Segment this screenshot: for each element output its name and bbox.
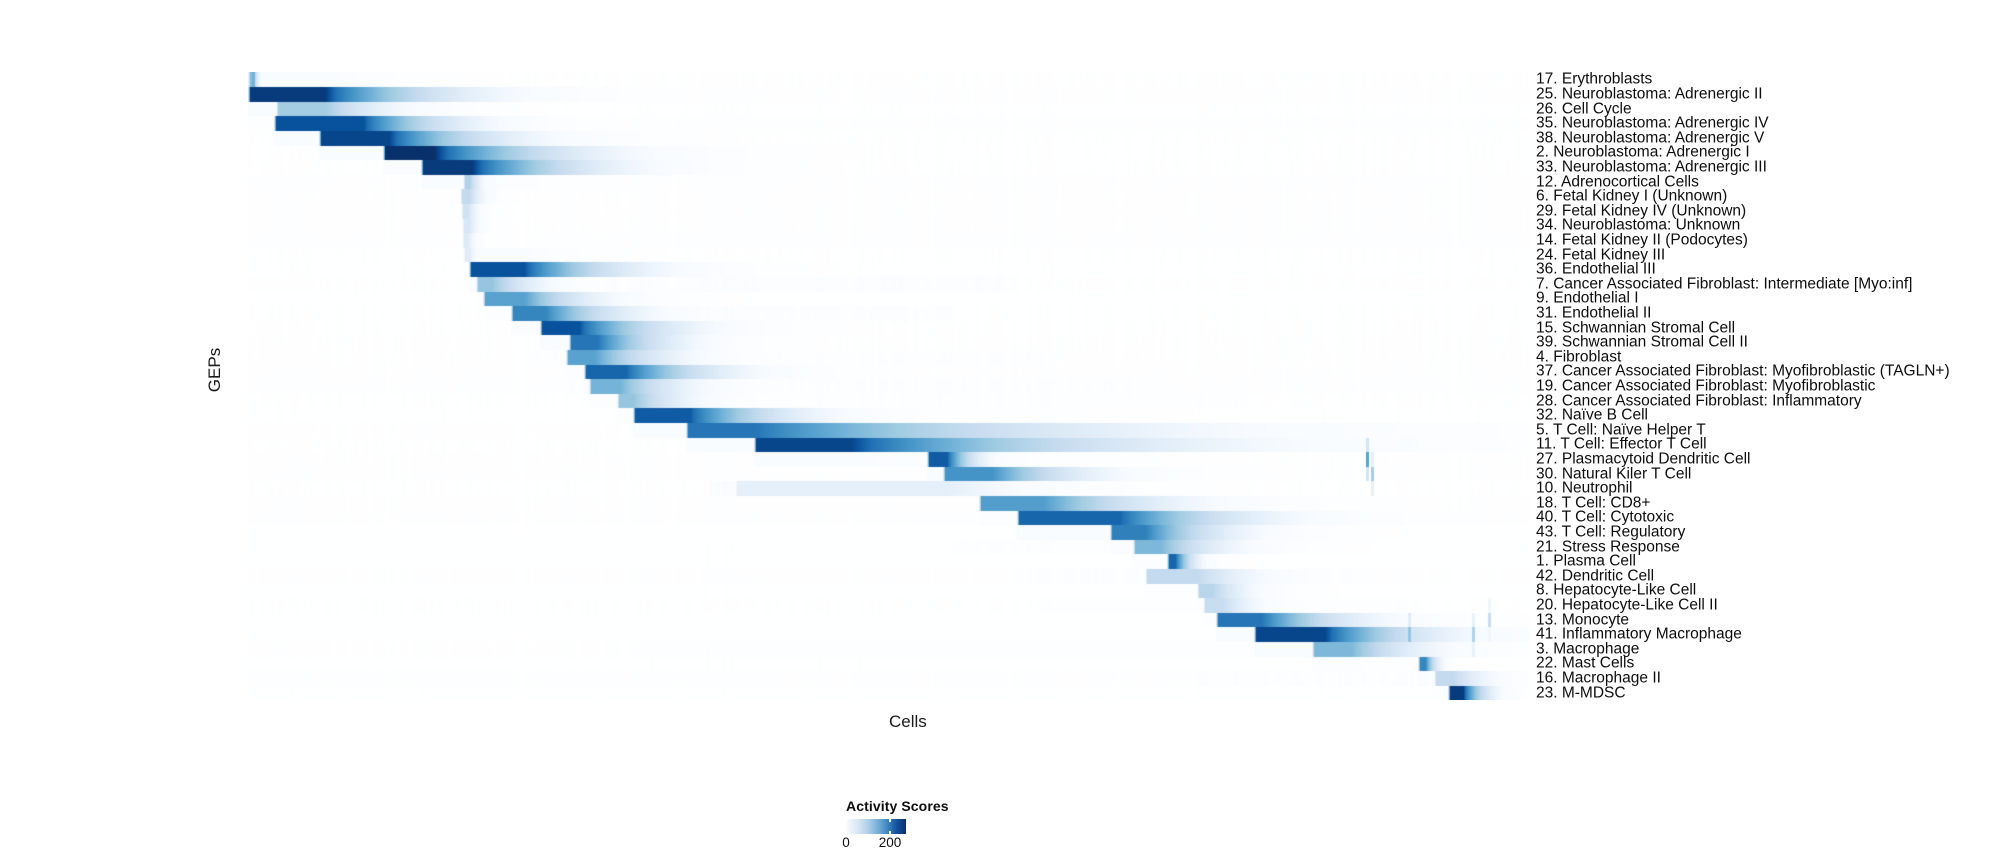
x-axis-label: Cells [889,712,927,731]
gep-row-label: 18. T Cell: CD8+ [1536,494,1651,512]
gep-row-label: 22. Mast Cells [1536,654,1635,672]
gep-row-label: 28. Cancer Associated Fibroblast: Inflam… [1536,391,1862,409]
colorbar-tick-label-max: 200 [878,835,902,850]
gep-row-label: 16. Macrophage II [1536,669,1661,687]
gep-row-label: 24. Fetal Kidney III [1536,245,1666,263]
gep-row-label: 2. Neuroblastoma: Adrenergic I [1536,143,1750,161]
gep-row-label: 32. Naïve B Cell [1536,406,1648,424]
gep-row-label: 15. Schwannian Stromal Cell [1536,318,1736,336]
gep-row-label-list: 17. Erythroblasts 25. Neuroblastoma: Adre… [1536,72,2006,700]
y-axis-label: GEPs [205,347,224,393]
gep-row-label: 34. Neuroblastoma: Unknown [1536,216,1741,234]
gep-row-label: 41. Inflammatory Macrophage [1536,625,1742,643]
colorbar-legend: Activity Scores 0 200 [842,798,1075,851]
gep-row-label: 12. Adrenocortical Cells [1536,172,1699,190]
gep-row-label: 38. Neuroblastoma: Adrenergic V [1536,128,1765,146]
gep-row-label: 33. Neuroblastoma: Adrenergic III [1536,158,1767,176]
heatmap-plot-area [248,72,1530,700]
gep-row-label: 5. T Cell: Naïve Helper T [1536,421,1706,439]
colorbar-tick-min-bottom [845,831,847,836]
gep-row-label: 9. Endothelial I [1536,289,1639,307]
gep-row-label: 8. Hepatocyte-Like Cell [1536,581,1697,599]
gep-row-label: 17. Erythroblasts [1536,70,1653,88]
gep-row-label: 30. Natural Kiler T Cell [1536,464,1692,482]
gep-row-label: 37. Cancer Associated Fibroblast: Myofib… [1536,362,1950,380]
colorbar-tick-max-bottom [889,831,891,836]
colorbar-tick-labels: 0 200 [842,835,1075,851]
gep-row-label: 23. M-MDSC [1536,683,1626,701]
gep-row-label: 26. Cell Cycle [1536,99,1632,117]
gep-row-label: 7. Cancer Associated Fibroblast: Interme… [1536,275,1913,293]
gep-row-label: 21. Stress Response [1536,537,1680,555]
gep-row-label: 10. Neutrophil [1536,479,1633,497]
gep-row-label: 3. Macrophage [1536,640,1640,658]
gep-row-label: 36. Endothelial III [1536,260,1656,278]
gep-row-label: 13. Monocyte [1536,610,1630,628]
gep-row-label: 14. Fetal Kidney II (Podocytes) [1536,231,1748,249]
gep-row-label: 43. T Cell: Regulatory [1536,523,1686,541]
gep-row-label: 35. Neuroblastoma: Adrenergic IV [1536,114,1769,132]
gep-row-label: 11. T Cell: Effector T Cell [1536,435,1707,453]
gep-row-label: 27. Plasmacytoid Dendritic Cell [1536,450,1751,468]
gep-row-label: 40. T Cell: Cytotoxic [1536,508,1675,526]
colorbar-tick-label-min: 0 [842,835,850,850]
colorbar-tick-min-top [845,817,847,822]
gep-row-label: 4. Fibroblast [1536,348,1622,366]
gep-row-label: 1. Plasma Cell [1536,552,1636,570]
colorbar-tick-max-top [889,817,891,822]
gep-row-label: 39. Schwannian Stromal Cell II [1536,333,1748,351]
gep-row-label: 19. Cancer Associated Fibroblast: Myofib… [1536,377,1876,395]
heatmap-canvas [248,72,1530,700]
gep-row-label: 20. Hepatocyte-Like Cell II [1536,596,1718,614]
gep-row-label: 29. Fetal Kidney IV (Unknown) [1536,201,1747,219]
gep-row-label: 31. Endothelial II [1536,304,1652,322]
gep-row-label: 25. Neuroblastoma: Adrenergic II [1536,85,1763,103]
colorbar-gradient [845,817,906,836]
gep-row-label: 6. Fetal Kidney I (Unknown) [1536,187,1728,205]
gep-row-label: 42. Dendritic Cell [1536,567,1655,585]
colorbar-title: Activity Scores [846,798,949,814]
